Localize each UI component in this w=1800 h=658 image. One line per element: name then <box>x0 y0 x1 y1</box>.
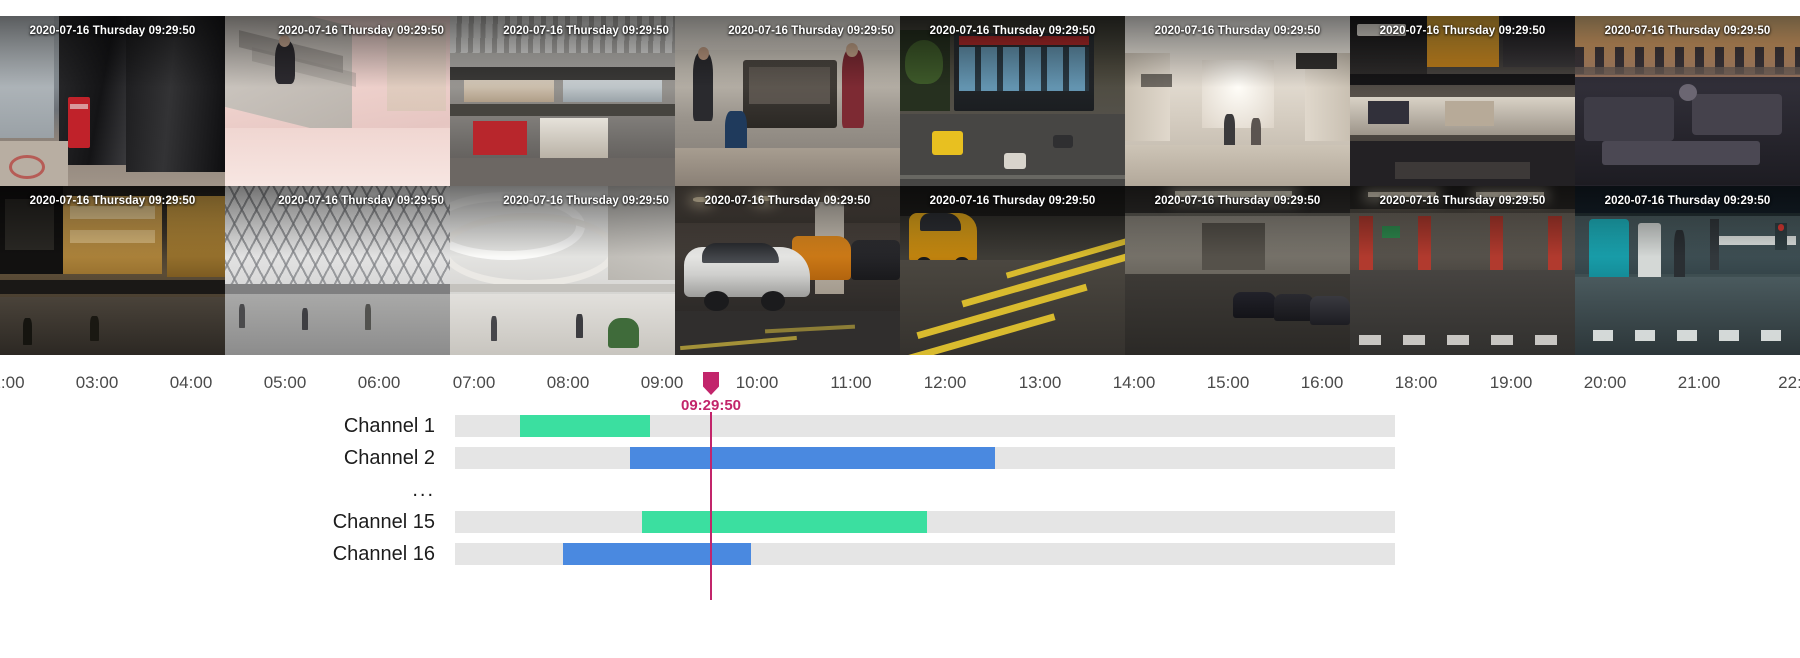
tile-overlay-gradient <box>450 185 675 355</box>
ruler-tick-label: 2:00 <box>0 373 25 392</box>
channel-track[interactable] <box>455 447 1395 469</box>
video-tile-4[interactable]: 2020-07-16 Thursday 09:29:50 <box>675 16 900 186</box>
tile-timestamp: 2020-07-16 Thursday 09:29:50 <box>1604 194 1771 207</box>
tile-timestamp: 2020-07-16 Thursday 09:29:50 <box>1379 194 1546 207</box>
video-tile-13[interactable]: 2020-07-16 Thursday 09:29:50 <box>900 185 1125 355</box>
ruler-tick-label: 07:00 <box>452 373 496 392</box>
tile-timestamp: 2020-07-16 Thursday 09:29:50 <box>278 25 444 37</box>
ruler-tick-label: 21:00 <box>1677 373 1721 392</box>
tile-overlay-gradient <box>0 16 225 186</box>
tile-timestamp: 2020-07-16 Thursday 09:29:50 <box>1604 25 1771 37</box>
video-tile-2[interactable]: 2020-07-16 Thursday 09:29:50 <box>225 16 450 186</box>
video-tile-3[interactable]: 2020-07-16 Thursday 09:29:50 <box>450 16 675 186</box>
tile-timestamp: 2020-07-16 Thursday 09:29:50 <box>29 25 196 37</box>
tile-overlay-gradient <box>900 16 1125 186</box>
tile-timestamp: 2020-07-16 Thursday 09:29:50 <box>929 25 1096 37</box>
ruler-tick-label: 14:00 <box>1112 373 1156 392</box>
tile-timestamp: 2020-07-16 Thursday 09:29:50 <box>503 25 669 37</box>
channel-label: ... <box>412 479 435 501</box>
channel-track[interactable] <box>455 543 1395 565</box>
video-tile-6[interactable]: 2020-07-16 Thursday 09:29:50 <box>1125 16 1350 186</box>
recording-segment-recording-blue[interactable] <box>630 447 995 469</box>
channel-label: Channel 2 <box>343 447 435 469</box>
tile-overlay-gradient <box>225 185 450 355</box>
tile-overlay-gradient <box>675 185 900 355</box>
ruler-tick-label: 13:00 <box>1018 373 1062 392</box>
ruler-tick-label: 06:00 <box>357 373 401 392</box>
ruler-tick-label: 15:00 <box>1206 373 1250 392</box>
video-tile-11[interactable]: 2020-07-16 Thursday 09:29:50 <box>450 185 675 355</box>
tile-timestamp: 2020-07-16 Thursday 09:29:50 <box>1379 25 1546 37</box>
tile-overlay-gradient <box>450 16 675 186</box>
recording-segment-recording-green[interactable] <box>642 511 927 533</box>
tile-timestamp: 2020-07-16 Thursday 09:29:50 <box>704 194 871 207</box>
channel-label: Channel 16 <box>332 543 435 565</box>
video-wall-grid[interactable]: 2020-07-16 Thursday 09:29:50 2020-07-16 T… <box>0 16 1800 355</box>
tile-timestamp: 2020-07-16 Thursday 09:29:50 <box>29 194 196 207</box>
playhead-line <box>710 412 712 600</box>
video-tile-1[interactable]: 2020-07-16 Thursday 09:29:50 <box>0 16 225 186</box>
tile-timestamp: 2020-07-16 Thursday 09:29:50 <box>929 194 1096 207</box>
tile-overlay-gradient <box>1125 185 1350 355</box>
channel-track-list: Channel 1 Channel 2... Channel 15 Channel 1… <box>0 410 1800 570</box>
tile-overlay-gradient <box>1125 16 1350 186</box>
ruler-tick-label: 22: <box>1778 373 1800 392</box>
ruler-tick-label: 19:00 <box>1489 373 1533 392</box>
tile-overlay-gradient <box>1575 185 1800 355</box>
ruler-tick-label: 11:00 <box>830 373 872 392</box>
channel-track[interactable] <box>455 415 1395 437</box>
ruler-tick-label: 12:00 <box>923 373 967 392</box>
tile-timestamp: 2020-07-16 Thursday 09:29:50 <box>278 194 444 207</box>
ruler-tick-label: 10:00 <box>735 373 779 392</box>
ruler-tick-label: 08:00 <box>546 373 590 392</box>
tile-overlay-gradient <box>225 16 450 186</box>
tile-overlay-gradient <box>675 16 900 186</box>
tile-timestamp: 2020-07-16 Thursday 09:29:50 <box>1154 25 1321 37</box>
video-tile-5[interactable]: 2020-07-16 Thursday 09:29:50 <box>900 16 1125 186</box>
video-tile-15[interactable]: 2020-07-16 Thursday 09:29:50 <box>1350 185 1575 355</box>
tile-overlay-gradient <box>1350 16 1575 186</box>
channel-row-ellipsis: ... <box>0 474 1800 506</box>
ruler-tick-label: 04:00 <box>169 373 213 392</box>
playhead-time-label: 09:29:50 <box>680 397 742 414</box>
tile-overlay-gradient <box>1575 16 1800 186</box>
ruler-tick-label: 18:00 <box>1394 373 1438 392</box>
tile-timestamp: 2020-07-16 Thursday 09:29:50 <box>503 194 669 207</box>
tile-timestamp: 2020-07-16 Thursday 09:29:50 <box>1154 194 1321 207</box>
video-tile-12[interactable]: 2020-07-16 Thursday 09:29:50 <box>675 185 900 355</box>
video-tile-16[interactable]: 2020-07-16 Thursday 09:29:50 <box>1575 185 1800 355</box>
tile-overlay-gradient <box>0 185 225 355</box>
video-tile-9[interactable]: 2020-07-16 Thursday 09:29:50 <box>0 185 225 355</box>
ruler-tick-label: 05:00 <box>263 373 307 392</box>
ruler-tick-label: 20:00 <box>1583 373 1627 392</box>
ruler-tick-label: 09:00 <box>640 373 684 392</box>
tile-overlay-gradient <box>900 185 1125 355</box>
ruler-tick-label: 03:00 <box>75 373 119 392</box>
video-tile-10[interactable]: 2020-07-16 Thursday 09:29:50 <box>225 185 450 355</box>
channel-label: Channel 1 <box>343 415 435 437</box>
playhead-marker-icon <box>703 372 719 395</box>
playhead-handle[interactable] <box>703 372 719 395</box>
recording-segment-recording-blue[interactable] <box>563 543 751 565</box>
playback-timeline[interactable]: 2:00 03:00 04:00 05:00 06:00 07:00 08:00 09:00 1… <box>0 355 1800 658</box>
ruler-tick-label: 16:00 <box>1300 373 1344 392</box>
channel-row[interactable]: Channel 2 <box>0 442 1800 474</box>
channel-track[interactable] <box>455 511 1395 533</box>
recording-segment-recording-green[interactable] <box>520 415 650 437</box>
tile-overlay-gradient <box>1350 185 1575 355</box>
tile-timestamp: 2020-07-16 Thursday 09:29:50 <box>728 25 894 37</box>
video-tile-8[interactable]: 2020-07-16 Thursday 09:29:50 <box>1575 16 1800 186</box>
channel-row[interactable]: Channel 15 <box>0 506 1800 538</box>
timeline-ruler[interactable]: 2:00 03:00 04:00 05:00 06:00 07:00 08:00 09:00 1… <box>0 355 1800 395</box>
video-tile-7[interactable]: 2020-07-16 Thursday 09:29:50 <box>1350 16 1575 186</box>
video-tile-14[interactable]: 2020-07-16 Thursday 09:29:50 <box>1125 185 1350 355</box>
channel-label: Channel 15 <box>332 511 435 533</box>
channel-row[interactable]: Channel 16 <box>0 538 1800 570</box>
channel-row[interactable]: Channel 1 <box>0 410 1800 442</box>
